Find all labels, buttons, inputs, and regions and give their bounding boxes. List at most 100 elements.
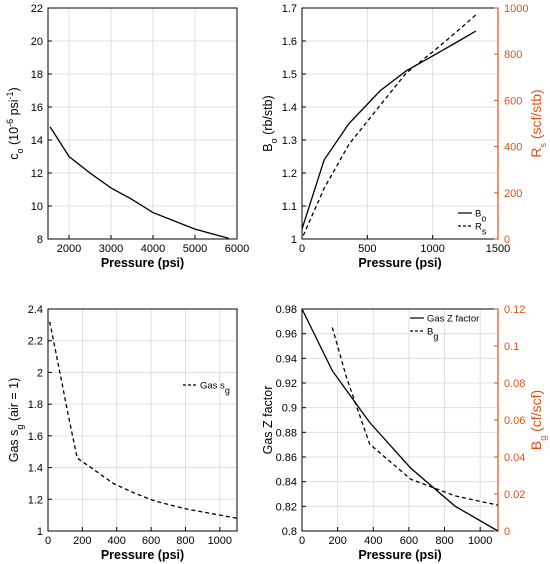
y-tick-label: 0.98: [276, 304, 297, 316]
legend-label-part: g: [433, 332, 438, 342]
y-right-tick-label: 0: [504, 234, 510, 246]
y-right-axis-label: Rs (scf/stb): [528, 89, 548, 157]
y-right-tick-label: 0.04: [504, 452, 525, 464]
series-line-gas-z-factor: [301, 308, 499, 532]
y-tick-label: 0.88: [276, 427, 297, 439]
y-axis-label-part: psi: [7, 99, 21, 118]
legend-label: Rs: [475, 222, 487, 237]
y-right-axis-label-part: (scf/stb): [528, 89, 544, 143]
plot-frame: [301, 7, 499, 240]
chart-co: 2000 3000 4000 5000 6000 8 10 12 14 16 18 20 22 Press…: [5, 3, 249, 270]
y-axis-label-part: B: [261, 143, 275, 151]
x-tick-label: 400: [364, 535, 382, 547]
legend-label: Gas Z factor: [427, 314, 479, 325]
x-tick-label: 2000: [57, 243, 81, 255]
legend-label-part: B: [475, 209, 481, 220]
plot-frame: [301, 308, 499, 532]
plot-frame: [47, 308, 238, 532]
y-tick-label: 0.82: [276, 501, 297, 513]
y-axis-label: Gas Z factor: [261, 386, 275, 455]
x-tick-label: 4000: [141, 243, 165, 255]
chart-bo_rs: 0 500 1000 1500 1 1.1 1.2 1.3 1.4 1.5 1.6 1.7 0 200 40…: [261, 3, 548, 270]
y-axis-label: Gas sg (air = 1): [7, 378, 25, 463]
y-tick-label: 0.86: [276, 452, 297, 464]
y-tick-label: 2.2: [28, 336, 43, 348]
y-axis-label-part: o: [269, 138, 279, 143]
y-right-axis-label-part: B: [528, 441, 544, 450]
x-tick-label: 5000: [183, 243, 207, 255]
legend-label-part: o: [481, 214, 486, 224]
legend-label-part: s: [482, 227, 487, 237]
y-tick-label: 1.5: [282, 69, 297, 81]
y-right-tick-label: 1000: [504, 3, 528, 15]
y-tick-label: 1.7: [282, 3, 297, 15]
y-tick-label: 1: [291, 234, 297, 246]
y-tick-label: 1: [37, 526, 43, 538]
y-tick-label: 0.94: [276, 353, 297, 365]
series-line-r-s: [302, 14, 477, 236]
y-right-tick-label: 400: [504, 142, 522, 154]
x-tick-label: 0: [299, 535, 305, 547]
y-right-tick-label: 200: [504, 188, 522, 200]
series-line-b-g: [331, 327, 499, 506]
chart-gas_sg: 0 200 400 600 800 1000 1 1.2 1.4 1.6 1.8 2 2.2 2.4 Pre…: [7, 304, 238, 562]
x-tick-label: 0: [299, 243, 305, 255]
y-axis-label-part: Gas s: [7, 430, 21, 463]
y-right-tick-label: 600: [504, 95, 522, 107]
plot-frame: [47, 7, 238, 240]
legend-label-part: g: [225, 386, 230, 396]
x-axis-label: Pressure (psi): [358, 548, 441, 562]
y-tick-label: 1.2: [28, 494, 43, 506]
y-axis-label-part: o: [15, 148, 25, 153]
y-tick-label: 1.4: [28, 463, 43, 475]
y-tick-label: 18: [31, 69, 43, 81]
x-tick-label: 600: [142, 535, 160, 547]
y-right-axis-label-part: g: [538, 436, 548, 441]
legend-label: Bo: [475, 209, 486, 224]
x-tick-label: 200: [328, 535, 346, 547]
y-tick-label: 1.1: [282, 201, 297, 213]
y-tick-label: 0.9: [282, 403, 297, 415]
x-tick-label: 800: [435, 535, 453, 547]
x-axis-label: Pressure (psi): [101, 256, 184, 270]
legend-label: Bg: [427, 327, 438, 342]
x-tick-label: 500: [358, 243, 376, 255]
y-axis-label-part: ): [7, 87, 21, 91]
legend-label-part: Gas Z factor: [427, 314, 479, 325]
y-tick-label: 12: [31, 168, 43, 180]
x-tick-label: 0: [45, 535, 51, 547]
y-tick-label: 0.96: [276, 329, 297, 341]
x-tick-label: 3000: [99, 243, 123, 255]
legend-label-part: R: [475, 222, 482, 233]
y-axis-label-part: -6: [5, 119, 15, 127]
y-tick-label: 2.4: [28, 304, 43, 316]
x-tick-label: 400: [108, 535, 126, 547]
y-tick-label: 1.3: [282, 135, 297, 147]
y-right-tick-label: 0.1: [504, 341, 519, 353]
x-tick-label: 6000: [225, 243, 249, 255]
y-tick-label: 14: [31, 135, 43, 147]
y-right-tick-label: 0.02: [504, 489, 525, 501]
y-right-axis-label-part: R: [528, 148, 544, 158]
y-tick-label: 1.8: [28, 399, 43, 411]
y-right-tick-label: 800: [504, 49, 522, 61]
y-tick-label: 10: [31, 201, 43, 213]
x-axis-label: Pressure (psi): [358, 256, 441, 270]
y-tick-label: 0.84: [276, 477, 297, 489]
y-axis-label-part: -1: [5, 91, 15, 99]
y-tick-label: 22: [31, 3, 43, 15]
series-line-gas-s-g: [49, 321, 238, 519]
y-axis-label-part: Gas Z factor: [261, 386, 275, 455]
x-tick-label: 800: [176, 535, 194, 547]
y-right-tick-label: 0: [504, 526, 510, 538]
x-tick-label: 600: [400, 535, 418, 547]
y-tick-label: 1.6: [282, 36, 297, 48]
y-tick-label: 2: [37, 367, 43, 379]
chart-z_bg: 0 200 400 600 800 1000 0.8 0.82 0.84 0.86 0.88 0.9 0…: [261, 304, 548, 562]
y-axis-label-part: (air = 1): [7, 378, 21, 425]
x-tick-label: 1000: [420, 243, 444, 255]
y-tick-label: 0.92: [276, 378, 297, 390]
y-axis-label-part: c: [7, 153, 21, 159]
